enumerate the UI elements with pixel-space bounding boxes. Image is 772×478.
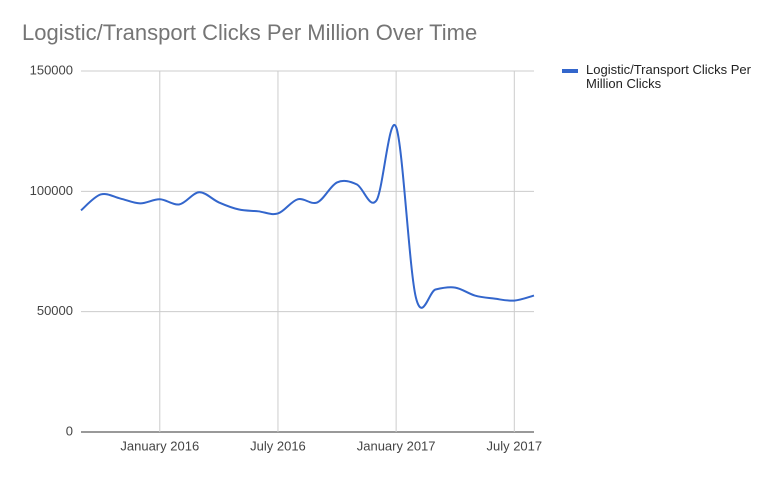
y-tick-label: 150000 — [30, 62, 73, 77]
y-tick-label: 100000 — [30, 183, 73, 198]
x-tick-label: July 2016 — [250, 438, 306, 453]
chart-title: Logistic/Transport Clicks Per Million Ov… — [22, 20, 477, 45]
x-tick-label: July 2017 — [486, 438, 542, 453]
x-tick-label: January 2016 — [120, 438, 199, 453]
line — [80, 123, 535, 309]
y-tick-label: 0 — [66, 423, 73, 438]
legend-label: Logistic/Transport Clicks Per Million Cl… — [586, 62, 751, 91]
y-tick-label: 50000 — [37, 303, 73, 318]
x-tick-label: January 2017 — [357, 438, 436, 453]
